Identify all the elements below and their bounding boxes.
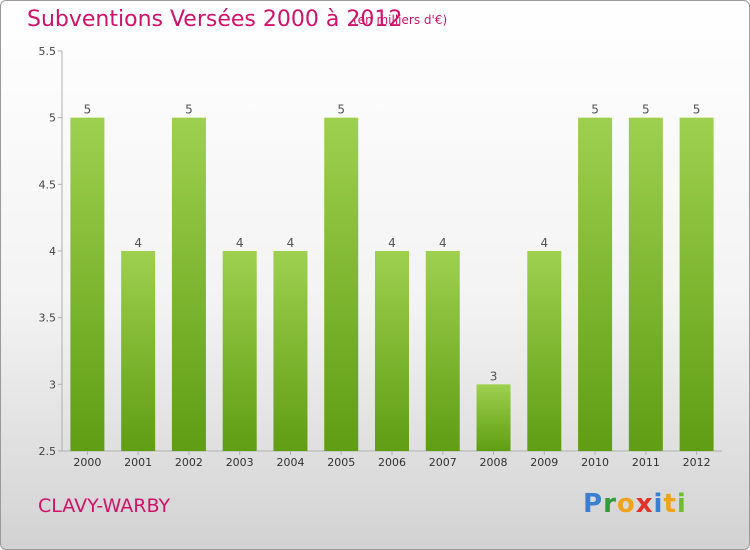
x-tick-label: 2005 — [327, 456, 355, 469]
bar — [476, 384, 511, 451]
logo-letter: o — [616, 489, 636, 519]
bar — [679, 117, 714, 452]
x-tick-label: 2008 — [480, 456, 508, 469]
data-label: 4 — [540, 236, 548, 250]
y-tick-label: 2.5 — [39, 445, 57, 458]
data-label: 4 — [287, 236, 295, 250]
data-label: 4 — [388, 236, 396, 250]
x-tick-label: 2010 — [581, 456, 609, 469]
data-label: 4 — [236, 236, 244, 250]
y-tick-label: 5.5 — [39, 45, 57, 58]
y-tick-label: 5 — [49, 112, 56, 125]
x-tick-label: 2003 — [226, 456, 254, 469]
x-tick-label: 2011 — [632, 456, 660, 469]
x-tick-label: 2000 — [73, 456, 101, 469]
page-title: Subventions Versées 2000 à 2012 — [27, 7, 403, 32]
bar — [171, 117, 206, 452]
y-tick-label: 3.5 — [39, 312, 57, 325]
x-tick-label: 2009 — [530, 456, 558, 469]
data-labels: 5 4 5 4 4 5 4 4 3 4 5 5 5 — [84, 103, 701, 384]
bar — [121, 251, 156, 451]
bar — [324, 117, 359, 452]
proxiti-logo: Proxiti — [583, 489, 687, 519]
data-label: 5 — [642, 103, 650, 117]
logo-letter: x — [635, 489, 654, 519]
y-tick-label: 4.5 — [39, 178, 57, 191]
bar — [578, 117, 613, 452]
x-tick-label: 2004 — [276, 456, 304, 469]
bar — [628, 117, 663, 452]
x-tick-label: 2001 — [124, 456, 152, 469]
x-tick-label: 2006 — [378, 456, 406, 469]
y-tick-label: 3 — [49, 378, 56, 391]
data-label: 5 — [591, 103, 599, 117]
bar — [527, 251, 562, 451]
data-label: 5 — [84, 103, 92, 117]
x-tick-label: 2007 — [429, 456, 457, 469]
commune-name: CLAVY-WARBY — [38, 495, 171, 517]
data-label: 4 — [134, 236, 142, 250]
x-tick-label: 2012 — [683, 456, 711, 469]
y-tick-label: 4 — [49, 245, 56, 258]
x-tick-label: 2002 — [175, 456, 203, 469]
bar — [273, 251, 308, 451]
logo-letter: i — [653, 489, 664, 519]
logo-letter: r — [603, 489, 617, 519]
data-label: 4 — [439, 236, 447, 250]
logo-letter: i — [676, 489, 687, 519]
bar — [425, 251, 460, 451]
data-label: 3 — [490, 369, 498, 383]
bar — [375, 251, 409, 451]
logo-letter: P — [583, 489, 604, 519]
logo-letter: t — [663, 489, 677, 519]
bar — [70, 117, 105, 452]
data-label: 5 — [337, 103, 345, 117]
data-label: 5 — [693, 103, 701, 117]
bars — [70, 117, 714, 452]
data-label: 5 — [185, 103, 193, 117]
bar — [222, 251, 257, 451]
page-subtitle: (en milliers d'€) — [353, 13, 448, 27]
